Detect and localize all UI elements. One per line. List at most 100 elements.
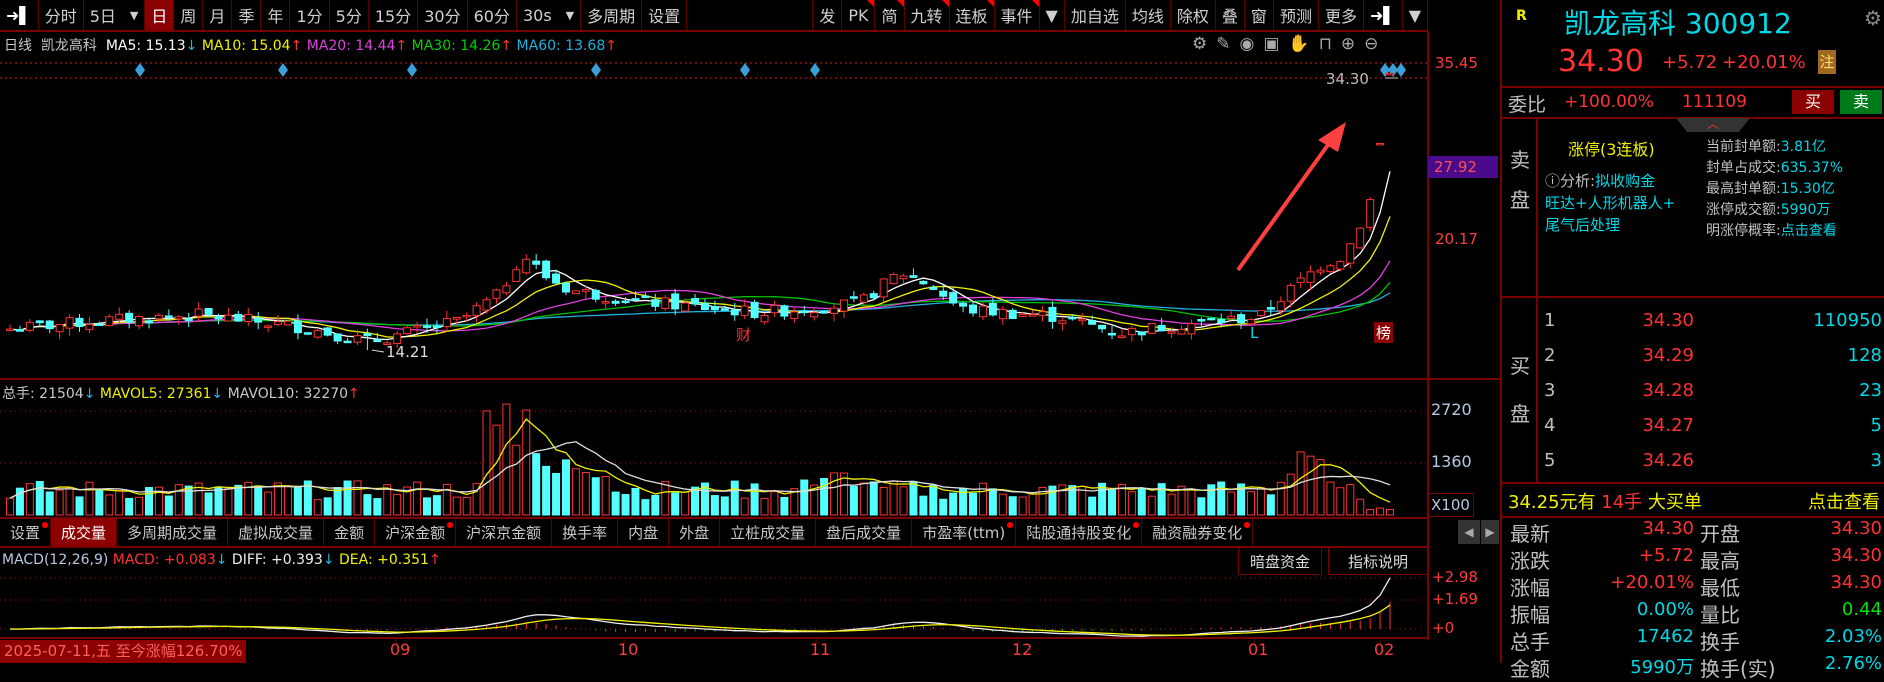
indicator-tab[interactable]: 成交量 (51, 519, 118, 546)
collapse-button[interactable]: ︿ (1676, 118, 1750, 132)
indicator-tab[interactable]: 设置 (0, 519, 52, 546)
period-button[interactable]: 15分 (369, 0, 419, 30)
candle-body (1336, 261, 1345, 270)
stat-v2: 34.30 (1830, 545, 1882, 566)
settings-icon[interactable]: ⚙ (1192, 34, 1217, 54)
indicator-tab[interactable]: 内盘 (618, 519, 670, 546)
toolbar-button[interactable]: 除权 (1171, 0, 1216, 30)
indicator-tab[interactable]: 沪深京金额 (456, 519, 553, 546)
chevron-down-icon[interactable]: ▼ (565, 8, 575, 22)
tab-scroll-left-button[interactable]: ◀ (1458, 520, 1480, 544)
toolbar-button[interactable]: 发 (813, 0, 843, 30)
new-flag-icon (986, 0, 994, 7)
crosshair-price-label: 27.92 (1428, 156, 1498, 178)
hand-icon[interactable]: ✋ (1288, 34, 1319, 54)
candle-body (889, 273, 898, 285)
indicator-help-button[interactable]: 指标说明 (1328, 547, 1428, 575)
period-button[interactable]: 日 (145, 0, 175, 30)
volume-bar (274, 482, 283, 516)
sidebar-toggle-icon[interactable]: ➜▌ (1364, 0, 1403, 30)
limit-price-label: 34.30 (1326, 70, 1369, 88)
period-button[interactable]: 月 (203, 0, 233, 30)
volume-bar (681, 491, 690, 516)
toolbar-button[interactable]: 连板 (950, 0, 995, 30)
period-button[interactable]: 多周期 (581, 0, 643, 30)
indicator-tab[interactable]: 沪深金额 (375, 519, 457, 546)
zoom-in-icon[interactable]: ⊕ (1340, 34, 1365, 54)
more-dropdown-icon[interactable]: ▼ (1403, 0, 1428, 30)
event-diamond (407, 63, 417, 77)
indicator-tab[interactable]: 立桩成交量 (720, 519, 817, 546)
toolbar-button[interactable]: 叠 (1216, 0, 1245, 30)
toolbar-button[interactable]: 事件 (995, 0, 1040, 30)
price-axis-label: 20.17 (1435, 230, 1478, 248)
new-flag-icon (941, 0, 949, 7)
toolbar-button[interactable]: 均线 (1126, 0, 1171, 30)
candle-body (55, 324, 64, 333)
toolbar-button[interactable]: ▼ (1040, 0, 1065, 30)
indicator-tab[interactable]: 市盈率(ttm) (912, 519, 1017, 546)
indicator-tab[interactable]: 虚拟成交量 (228, 519, 325, 546)
toolbar-button[interactable]: PK (842, 0, 876, 30)
ma-value: MA10: 15.04↑ (201, 38, 303, 54)
volume-bar (303, 480, 312, 516)
indicator-tab[interactable]: 换手率 (552, 519, 619, 546)
stat-k1: 涨幅 (1510, 576, 1550, 600)
dark-pool-funds-button[interactable]: 暗盘资金 (1238, 547, 1322, 575)
period-button[interactable]: 5分 (330, 0, 369, 30)
indicator-tab[interactable]: 多周期成交量 (117, 519, 229, 546)
stock-title: 凯龙高科 300912 (1564, 7, 1792, 40)
toolbar-button[interactable]: 预测 (1274, 0, 1319, 30)
seal-row: 最高封单额:15.30亿 (1706, 181, 1835, 197)
period-button[interactable]: 1分 (290, 0, 330, 30)
volume-bar (621, 494, 630, 516)
period-button[interactable]: 周 (174, 0, 204, 30)
period-button[interactable]: 5日 ▼ (84, 0, 146, 30)
period-button[interactable]: 30s ▼ (517, 0, 582, 30)
bid-v: 5 (1870, 415, 1882, 436)
eye-icon[interactable]: ◉ (1239, 34, 1264, 54)
toolbar-button[interactable]: 九转 (905, 0, 950, 30)
big-order-link[interactable]: 点击查看 (1808, 492, 1880, 513)
exit-icon[interactable]: ➜▌ (0, 0, 39, 30)
toolbar-button[interactable]: 加自选 (1065, 0, 1126, 30)
candle-body (1356, 227, 1365, 249)
toolbar-button[interactable]: 简 (875, 0, 905, 30)
volume-bar (988, 488, 997, 516)
tab-scroll-right-button[interactable]: ▶ (1481, 520, 1499, 544)
indicator-tab[interactable]: 融资融券变化 (1142, 519, 1254, 546)
volume-bar (671, 492, 680, 516)
stat-k2: 量比 (1700, 603, 1740, 627)
seal-row[interactable]: 明涨停概率:点击查看 (1706, 223, 1837, 239)
event-marker-finance[interactable]: 财 (736, 326, 752, 344)
event-marker-l[interactable]: L (1250, 324, 1259, 342)
volume-legend: 总手: 21504↓ MAVOL5: 27361↓ MAVOL10: 32270… (2, 383, 360, 403)
buy-button[interactable]: 买 (1792, 90, 1834, 114)
big-order-row[interactable]: 34.25元有 14手 大买单 (1508, 492, 1702, 513)
period-button[interactable]: 30分 (418, 0, 468, 30)
period-button[interactable]: 年 (261, 0, 291, 30)
period-button[interactable]: 设置 (642, 0, 688, 30)
note-badge[interactable]: 注 (1818, 50, 1836, 74)
period-button[interactable]: 季 (232, 0, 262, 30)
candle-body (383, 342, 392, 346)
toolbar-button[interactable]: 窗 (1245, 0, 1274, 30)
volume-bar (790, 488, 799, 516)
pen-icon[interactable]: ✎ (1216, 34, 1240, 54)
gift-icon[interactable]: ▣ (1263, 34, 1289, 54)
indicator-tab[interactable]: 金额 (324, 519, 376, 546)
indicator-tab[interactable]: 盘后成交量 (816, 519, 913, 546)
candle-body (978, 305, 987, 318)
period-button[interactable]: 60分 (468, 0, 517, 30)
lock-icon[interactable]: ⊓ (1318, 34, 1341, 54)
sell-button[interactable]: 卖 (1840, 90, 1882, 114)
toolbar-button[interactable]: 更多 (1319, 0, 1364, 30)
event-marker-billboard[interactable]: 榜 (1374, 322, 1394, 343)
period-button[interactable]: 分时 (39, 0, 84, 30)
settings-icon[interactable]: ⚙ (1864, 6, 1882, 30)
chevron-down-icon[interactable]: ▼ (129, 8, 139, 22)
indicator-tab[interactable]: 陆股通持股变化 (1016, 519, 1143, 546)
indicator-tab[interactable]: 外盘 (669, 519, 721, 546)
kline-chart[interactable] (0, 0, 1500, 663)
zoom-out-icon[interactable]: ⊖ (1364, 34, 1388, 54)
